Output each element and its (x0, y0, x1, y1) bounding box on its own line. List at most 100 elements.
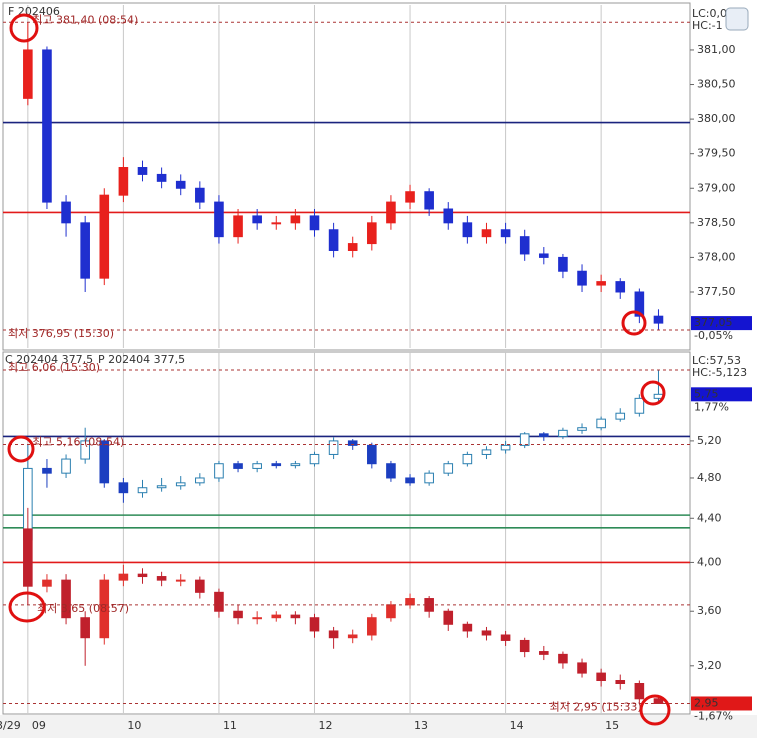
candle-body (99, 194, 110, 279)
candle-body (405, 477, 415, 484)
candle-body (519, 236, 530, 255)
candle-body (271, 222, 282, 225)
candle-body (309, 617, 320, 632)
y-tick-label: 5,20 (697, 434, 722, 447)
candle-body (328, 630, 339, 639)
candle-body (347, 243, 358, 251)
candle-body (214, 201, 224, 238)
y-tick-label: 380,50 (697, 78, 736, 91)
candle-body (118, 573, 129, 581)
candle-body (443, 610, 454, 625)
candle-body (500, 634, 511, 641)
y-tick-label: 380,00 (697, 112, 736, 125)
candle-body (309, 215, 320, 231)
highlight-ring (9, 13, 39, 43)
candle-body (42, 49, 52, 203)
x-tick-label: 14 (510, 719, 524, 732)
extreme-label: 최고 6,06 (15:30) (8, 361, 100, 374)
candle-body (577, 427, 587, 431)
date-label: 3/29 (0, 719, 21, 732)
candle-body (309, 453, 320, 465)
candle-body (271, 463, 282, 467)
candle-body (328, 229, 339, 251)
candle-body (462, 453, 473, 465)
candle-body (539, 433, 549, 437)
series-name: C 202404 377,5 (5, 353, 93, 366)
candle-body (252, 215, 262, 224)
candle-body (233, 463, 243, 469)
y-tick-label: 379,00 (697, 181, 736, 194)
candle-body (386, 201, 396, 224)
candle-body (99, 579, 110, 639)
candle-body (61, 579, 71, 619)
candle-body (233, 610, 243, 619)
candle-body (558, 653, 568, 664)
stat-label: LC:0,0 (692, 7, 727, 20)
candle-body (539, 651, 549, 655)
candle-body (424, 472, 434, 484)
candle-body (577, 270, 587, 286)
candle-body (61, 458, 71, 474)
candle-body (290, 614, 301, 619)
candle-body (558, 429, 568, 437)
candle-body (80, 440, 90, 460)
candle-body (405, 191, 415, 203)
y-tick-label: 377,50 (697, 285, 736, 298)
candle-body (118, 167, 129, 196)
candle-body (99, 440, 110, 484)
extreme-label: 최고 381,40 (08:54) (32, 13, 138, 26)
candle-body (577, 662, 587, 674)
candle-body (653, 315, 664, 324)
candle-body (61, 201, 71, 224)
settings-button[interactable] (725, 7, 749, 31)
candle-body (214, 591, 224, 612)
candle-body (386, 604, 396, 619)
candle-body (118, 482, 129, 494)
candle-body (634, 683, 645, 700)
candle-body (481, 449, 492, 455)
candle-body (596, 672, 606, 682)
stat-label: LC:57,53 (692, 354, 741, 367)
extreme-label: 최저 3,65 (08:57) (37, 602, 129, 615)
candle-body (367, 444, 377, 465)
y-tick-label: 378,50 (697, 216, 736, 229)
candle-body (424, 191, 434, 210)
candle-body (156, 173, 167, 182)
x-tick-label: 13 (414, 719, 428, 732)
last-price: 5,75 (694, 387, 719, 400)
candle-body (80, 222, 90, 279)
extreme-label: 최저 376,95 (15:30) (8, 327, 114, 340)
candle-body (367, 222, 377, 245)
candle-body (175, 180, 186, 189)
candle-body (596, 418, 606, 429)
y-tick-label: 4,00 (697, 555, 722, 568)
candle-body (80, 617, 90, 639)
candle-body (175, 482, 186, 487)
candle-body (42, 579, 52, 587)
candle-body (558, 256, 568, 272)
candle-body (195, 477, 205, 484)
candle-body (519, 433, 530, 446)
candle-body (443, 463, 454, 474)
change-label: -0,05% (694, 329, 733, 342)
candle-body (386, 463, 396, 479)
candle-body (233, 215, 243, 238)
y-tick-label: 4,40 (697, 511, 722, 524)
candle-body (443, 208, 454, 224)
last-price: 2,95 (694, 696, 719, 709)
candle-body (137, 167, 148, 175)
candle-body (156, 576, 167, 581)
series-name: P 202404 377,5 (98, 353, 185, 366)
bottom-panel (2, 351, 691, 715)
top-panel (2, 2, 691, 351)
y-tick-label: 378,00 (697, 250, 736, 263)
candle-body (481, 229, 492, 238)
candle-body (271, 614, 282, 619)
candle-body (347, 440, 358, 446)
candle-body (252, 617, 262, 620)
candle-body (615, 680, 626, 685)
candle-body (367, 617, 377, 636)
candle-body (42, 467, 52, 474)
candle-body (615, 412, 626, 420)
candle-body (23, 49, 33, 99)
